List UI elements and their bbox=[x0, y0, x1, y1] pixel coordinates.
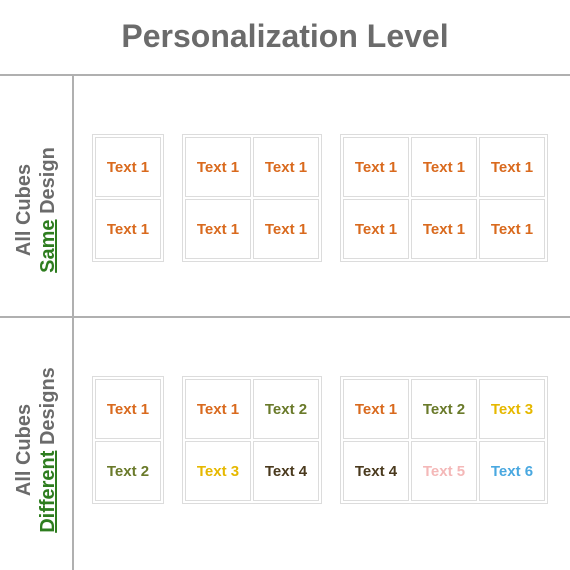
row-label-line1: All Cubes bbox=[13, 404, 35, 496]
cube: Text 1 bbox=[343, 379, 409, 439]
cube: Text 1 bbox=[253, 137, 319, 197]
cube-group: Text 1 Text 1 Text 1 Text 1 Text 1 Text … bbox=[340, 134, 548, 262]
cube: Text 1 bbox=[185, 379, 251, 439]
cube: Text 3 bbox=[185, 441, 251, 501]
cube: Text 1 bbox=[479, 137, 545, 197]
cube: Text 1 bbox=[95, 199, 161, 259]
cube-group: Text 1 Text 1 bbox=[92, 134, 164, 262]
cube: Text 1 bbox=[185, 199, 251, 259]
cube: Text 1 bbox=[95, 137, 161, 197]
cube-group: Text 1 Text 2 Text 3 Text 4 Text 5 Text … bbox=[340, 376, 548, 504]
cube: Text 1 bbox=[185, 137, 251, 197]
cube: Text 1 bbox=[95, 379, 161, 439]
cube-group: Text 1 Text 1 Text 1 Text 1 bbox=[182, 134, 322, 262]
row-label-different: All Cubes Different Designs bbox=[12, 360, 60, 540]
cube-group: Text 1 Text 2 bbox=[92, 376, 164, 504]
cube: Text 2 bbox=[411, 379, 477, 439]
page-title: Personalization Level bbox=[0, 0, 570, 69]
cube: Text 1 bbox=[411, 199, 477, 259]
cube: Text 1 bbox=[253, 199, 319, 259]
cube: Text 1 bbox=[479, 199, 545, 259]
cube: Text 4 bbox=[253, 441, 319, 501]
row-label-accent: Different bbox=[37, 451, 59, 533]
row-label-rest: Designs bbox=[37, 367, 59, 450]
panel-different-design: Text 1 Text 2 Text 1 Text 2 Text 3 Text … bbox=[92, 376, 548, 504]
panel-same-design: Text 1 Text 1 Text 1 Text 1 Text 1 Text … bbox=[92, 134, 548, 262]
cube: Text 1 bbox=[343, 199, 409, 259]
cube: Text 4 bbox=[343, 441, 409, 501]
cube: Text 1 bbox=[343, 137, 409, 197]
page: Personalization Level All Cubes Same Des… bbox=[0, 0, 570, 570]
cube: Text 1 bbox=[411, 137, 477, 197]
cube: Text 2 bbox=[253, 379, 319, 439]
cube: Text 2 bbox=[95, 441, 161, 501]
cube: Text 6 bbox=[479, 441, 545, 501]
divider-horizontal bbox=[0, 316, 570, 318]
cube: Text 3 bbox=[479, 379, 545, 439]
row-label-rest: Design bbox=[37, 147, 59, 219]
cube: Text 5 bbox=[411, 441, 477, 501]
row-label-accent: Same bbox=[37, 219, 59, 272]
cube-group: Text 1 Text 2 Text 3 Text 4 bbox=[182, 376, 322, 504]
row-label-same: All Cubes Same Design bbox=[12, 120, 60, 300]
row-label-line1: All Cubes bbox=[13, 164, 35, 256]
